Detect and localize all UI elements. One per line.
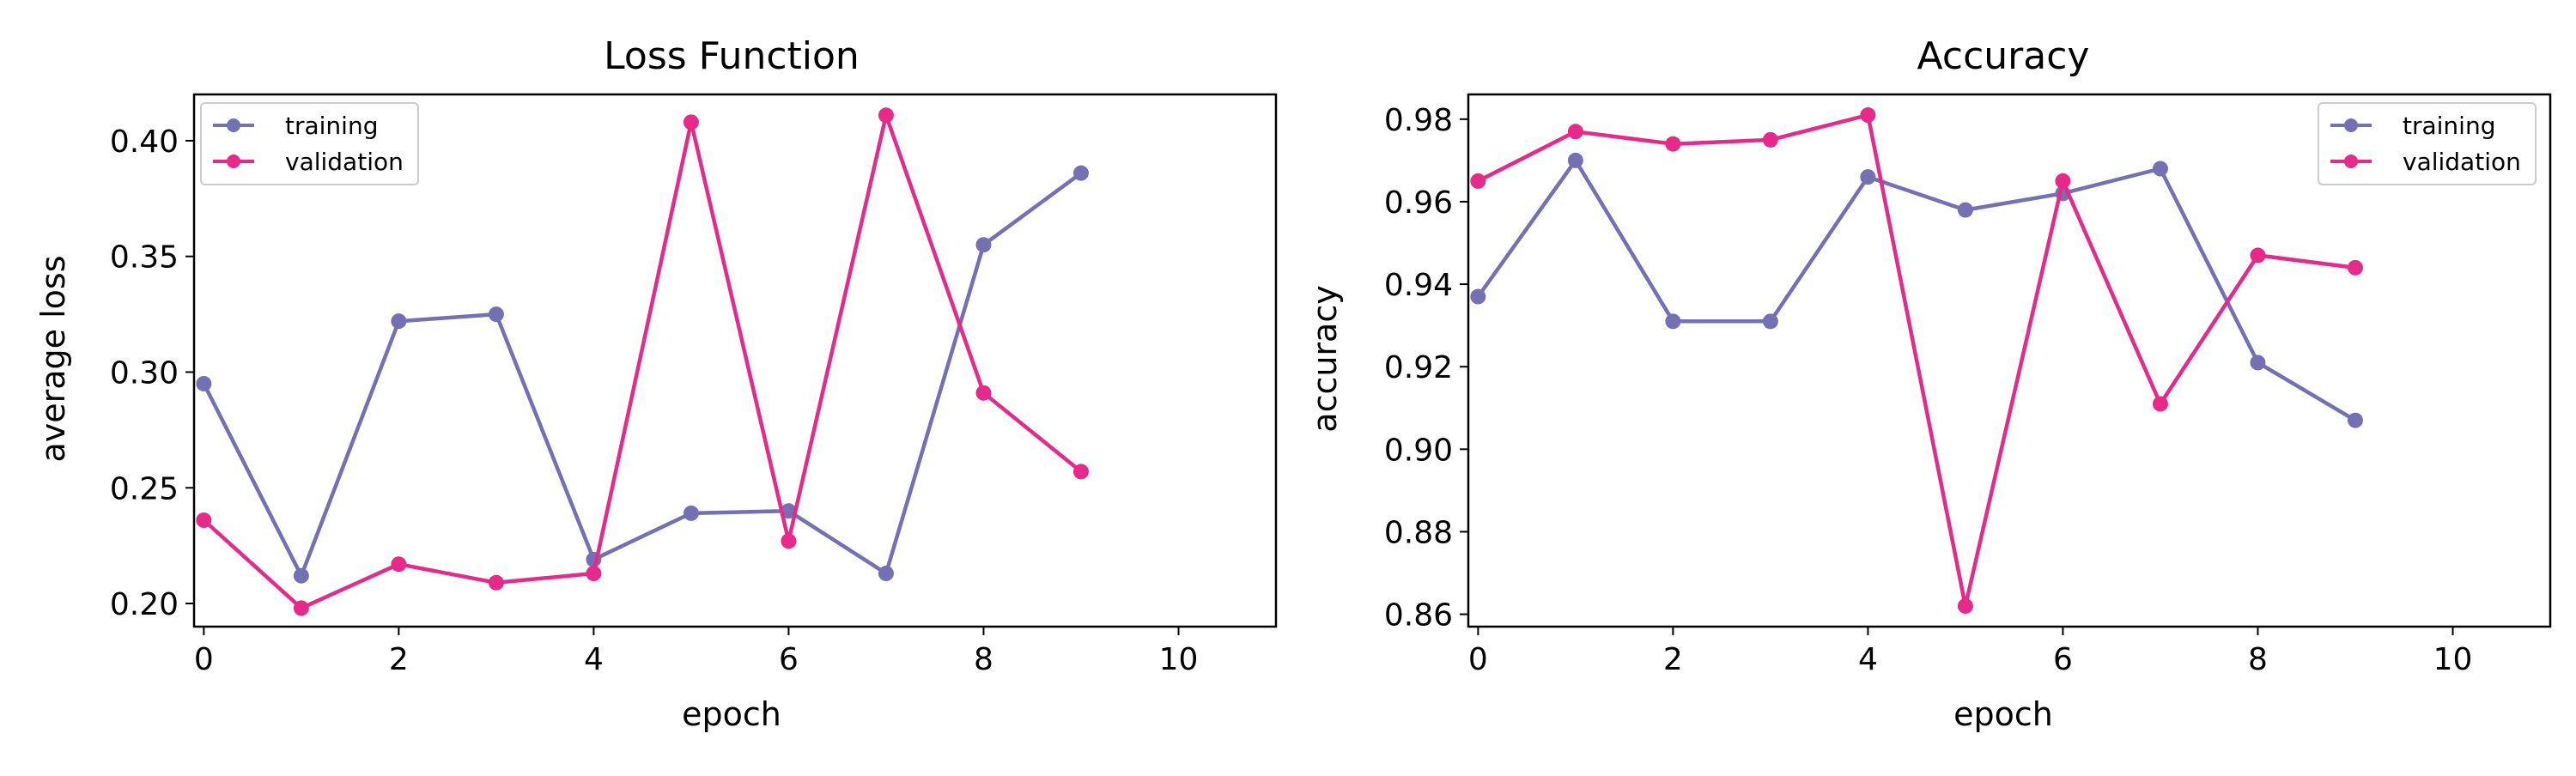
- data-point-training: [2250, 355, 2266, 371]
- x-tick-label: 4: [1858, 642, 1878, 677]
- chart-title: Accuracy: [1917, 34, 2090, 78]
- data-point-training: [1860, 169, 1876, 185]
- data-point-validation: [1860, 107, 1876, 124]
- data-point-training: [391, 313, 407, 330]
- x-axis-label: epoch: [1953, 695, 2053, 733]
- plot-frame: [192, 93, 1278, 628]
- x-tick-label: 4: [584, 642, 604, 677]
- y-tick-label: 0.30: [110, 355, 179, 391]
- y-tick-label: 0.86: [1384, 598, 1453, 634]
- data-point-validation: [975, 385, 992, 401]
- data-point-training: [683, 505, 699, 521]
- x-tick-label: 2: [1663, 642, 1683, 677]
- legend-box: [2318, 102, 2537, 185]
- x-tick-label: 10: [2433, 642, 2473, 677]
- data-point-validation: [1762, 131, 1778, 148]
- legend-box: [200, 102, 419, 185]
- legend-label: validation: [285, 148, 404, 176]
- data-point-validation: [1072, 464, 1089, 480]
- y-tick-label: 0.88: [1384, 515, 1453, 550]
- legend-swatch-marker: [2344, 118, 2358, 132]
- data-point-training: [1957, 202, 1973, 218]
- y-tick-label: 0.25: [110, 471, 179, 506]
- data-point-training: [975, 237, 992, 253]
- series-layer: [1470, 107, 2363, 614]
- data-point-training: [1470, 288, 1486, 305]
- data-point-training: [2347, 412, 2363, 428]
- data-point-training: [878, 566, 894, 581]
- data-point-validation: [2152, 396, 2168, 412]
- y-axis-label: accuracy: [1306, 285, 1344, 432]
- axis-ticks: 0 2 4 6 8 10 0.86 0.88 0.90 0.92 0.94 0.96 0.98: [1384, 103, 2473, 677]
- axis-ticks: 0 2 4 6 8 10 0.20 0.25 0.30 0.35 0.40: [110, 124, 1199, 677]
- data-point-training: [1567, 152, 1583, 168]
- x-tick-label: 6: [779, 642, 799, 677]
- x-tick-label: 0: [1468, 642, 1488, 677]
- data-point-validation: [391, 556, 407, 573]
- data-point-training: [488, 306, 504, 323]
- data-point-training: [781, 503, 797, 519]
- y-tick-label: 0.92: [1384, 350, 1453, 385]
- x-tick-label: 0: [194, 642, 214, 677]
- data-point-training: [1072, 165, 1089, 181]
- data-point-validation: [2347, 259, 2363, 276]
- data-point-training: [293, 567, 309, 584]
- data-point-validation: [1957, 597, 1973, 614]
- chart-title: Loss Function: [604, 34, 860, 78]
- data-point-validation: [293, 600, 309, 616]
- y-tick-label: 0.96: [1384, 185, 1453, 221]
- series-layer: [196, 107, 1089, 616]
- data-point-validation: [2055, 173, 2071, 189]
- data-point-training: [1665, 313, 1681, 330]
- data-point-training: [1762, 313, 1778, 330]
- y-tick-label: 0.35: [110, 240, 179, 276]
- data-point-validation: [878, 107, 894, 124]
- legend: training validation: [200, 102, 419, 185]
- x-tick-label: 10: [1159, 642, 1199, 677]
- series-line-training: [202, 171, 1083, 578]
- data-point-validation: [1567, 124, 1583, 140]
- data-point-validation: [683, 114, 699, 130]
- legend-label: validation: [2403, 148, 2521, 176]
- legend-swatch-marker: [2344, 155, 2358, 168]
- x-axis-label: epoch: [682, 695, 781, 733]
- series-line-validation: [1477, 112, 2356, 609]
- x-tick-label: 8: [2248, 642, 2268, 677]
- data-point-validation: [488, 574, 504, 591]
- series-line-validation: [202, 113, 1083, 610]
- accuracy-chart: Accuracy epoch accuracy 0 2 4 6 8 100.860.880…: [1306, 34, 2552, 733]
- legend-swatch-marker: [227, 118, 240, 132]
- y-tick-label: 0.20: [110, 587, 179, 622]
- data-point-validation: [781, 533, 797, 549]
- legend-label: training: [2403, 112, 2495, 140]
- x-tick-label: 2: [389, 642, 409, 677]
- data-point-validation: [1665, 136, 1681, 152]
- x-tick-label: 8: [974, 642, 993, 677]
- x-tick-label: 6: [2053, 642, 2073, 677]
- data-point-validation: [2250, 247, 2266, 264]
- y-tick-label: 0.40: [110, 124, 179, 160]
- data-point-training: [196, 375, 212, 391]
- y-tick-label: 0.90: [1384, 433, 1453, 468]
- legend-label: training: [285, 112, 378, 140]
- legend: training validation: [2318, 102, 2537, 185]
- data-point-training: [2152, 161, 2168, 177]
- data-point-validation: [1470, 173, 1486, 189]
- y-axis-label: average loss: [34, 255, 72, 462]
- data-point-validation: [586, 566, 602, 581]
- y-tick-label: 0.98: [1384, 103, 1453, 138]
- legend-swatch-marker: [227, 155, 240, 168]
- plot-frame: [1467, 93, 2552, 628]
- y-tick-label: 0.94: [1384, 268, 1453, 303]
- loss-chart: Loss Function epoch average loss 0 2 4 6 8 10…: [34, 34, 1278, 733]
- series-line-training: [1476, 158, 2357, 422]
- data-point-validation: [196, 512, 212, 528]
